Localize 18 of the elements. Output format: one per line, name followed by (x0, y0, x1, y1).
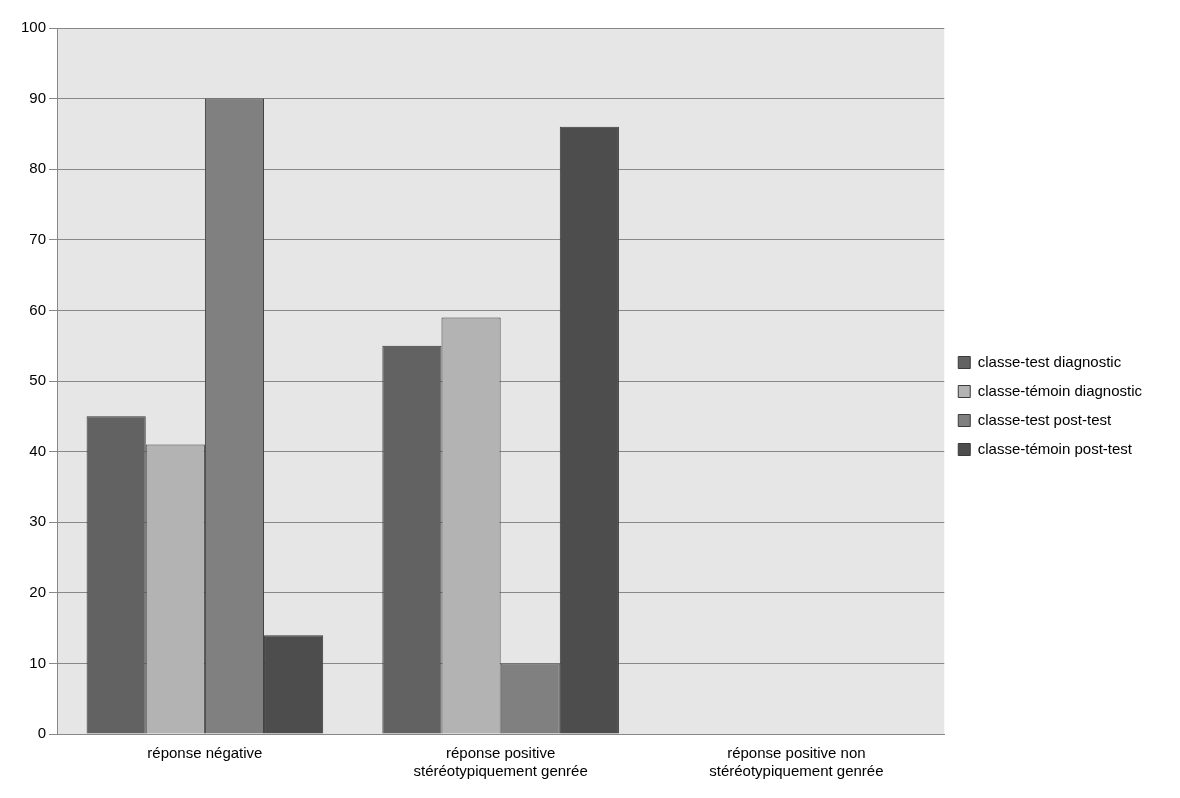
y-tick-label: 0 (37, 724, 47, 742)
x-tick-label: réponse positive non stéréotypiquement genrée (709, 744, 884, 780)
y-tick-label: 60 (29, 300, 47, 318)
y-tick-label: 80 (29, 159, 47, 177)
legend-label: classe-témoin diagnostic (977, 381, 1143, 399)
y-tick-label: 40 (29, 441, 47, 459)
y-tick-label: 20 (29, 582, 47, 600)
x-tick-label: réponse négative (147, 744, 263, 762)
y-tick-label: 30 (29, 512, 47, 530)
x-tick-label: réponse positive stéréotypiquement genrée (413, 744, 588, 780)
legend-label: classe-témoin post-test (977, 439, 1133, 457)
y-tick-label: 90 (29, 88, 47, 106)
legend-label: classe-test diagnostic (977, 352, 1122, 370)
y-tick-label: 70 (29, 229, 47, 247)
y-tick-label: 10 (29, 653, 47, 671)
y-tick-label: 50 (29, 371, 47, 389)
y-tick-label: 100 (21, 18, 47, 36)
legend-label: classe-test post-test (977, 410, 1112, 428)
